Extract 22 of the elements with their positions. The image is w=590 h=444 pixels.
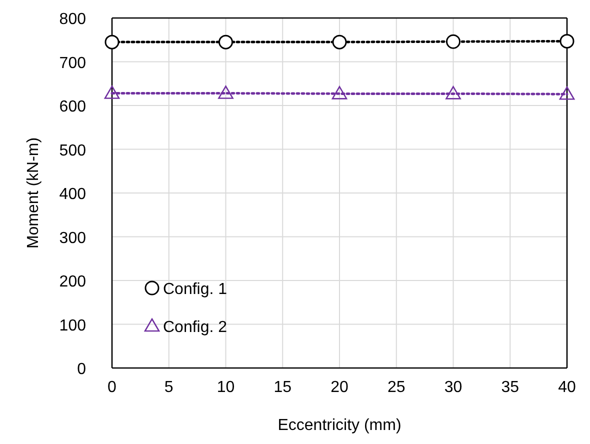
y-tick-label: 200 [59, 274, 86, 290]
y-tick-label: 600 [59, 98, 86, 116]
legend-label: Config. 1 [163, 281, 228, 298]
y-tick-label: 400 [59, 186, 86, 203]
y-tick-label: 100 [59, 317, 86, 334]
x-tick-label: 20 [330, 379, 348, 396]
x-tick-label: 5 [164, 379, 174, 396]
x-tick-label: 0 [108, 379, 117, 396]
y-tick-label: 800 [59, 11, 86, 28]
x-tick-label: 35 [501, 379, 520, 396]
y-tick-label: 0 [77, 361, 86, 378]
x-tick-label: 15 [274, 379, 292, 396]
legend-label: Config. 2 [163, 319, 228, 336]
x-tick-label: 25 [387, 379, 406, 396]
y-tick-label: 700 [59, 54, 86, 72]
y-axis-title: Moment (kN-m) [25, 137, 42, 249]
y-tick-label: 300 [59, 230, 86, 247]
x-tick-label: 40 [558, 379, 576, 396]
x-tick-label: 10 [216, 379, 235, 396]
x-axis-title: Eccentricity (mm) [278, 417, 402, 434]
x-tick-label: 30 [444, 379, 462, 396]
y-tick-label: 500 [59, 142, 86, 160]
